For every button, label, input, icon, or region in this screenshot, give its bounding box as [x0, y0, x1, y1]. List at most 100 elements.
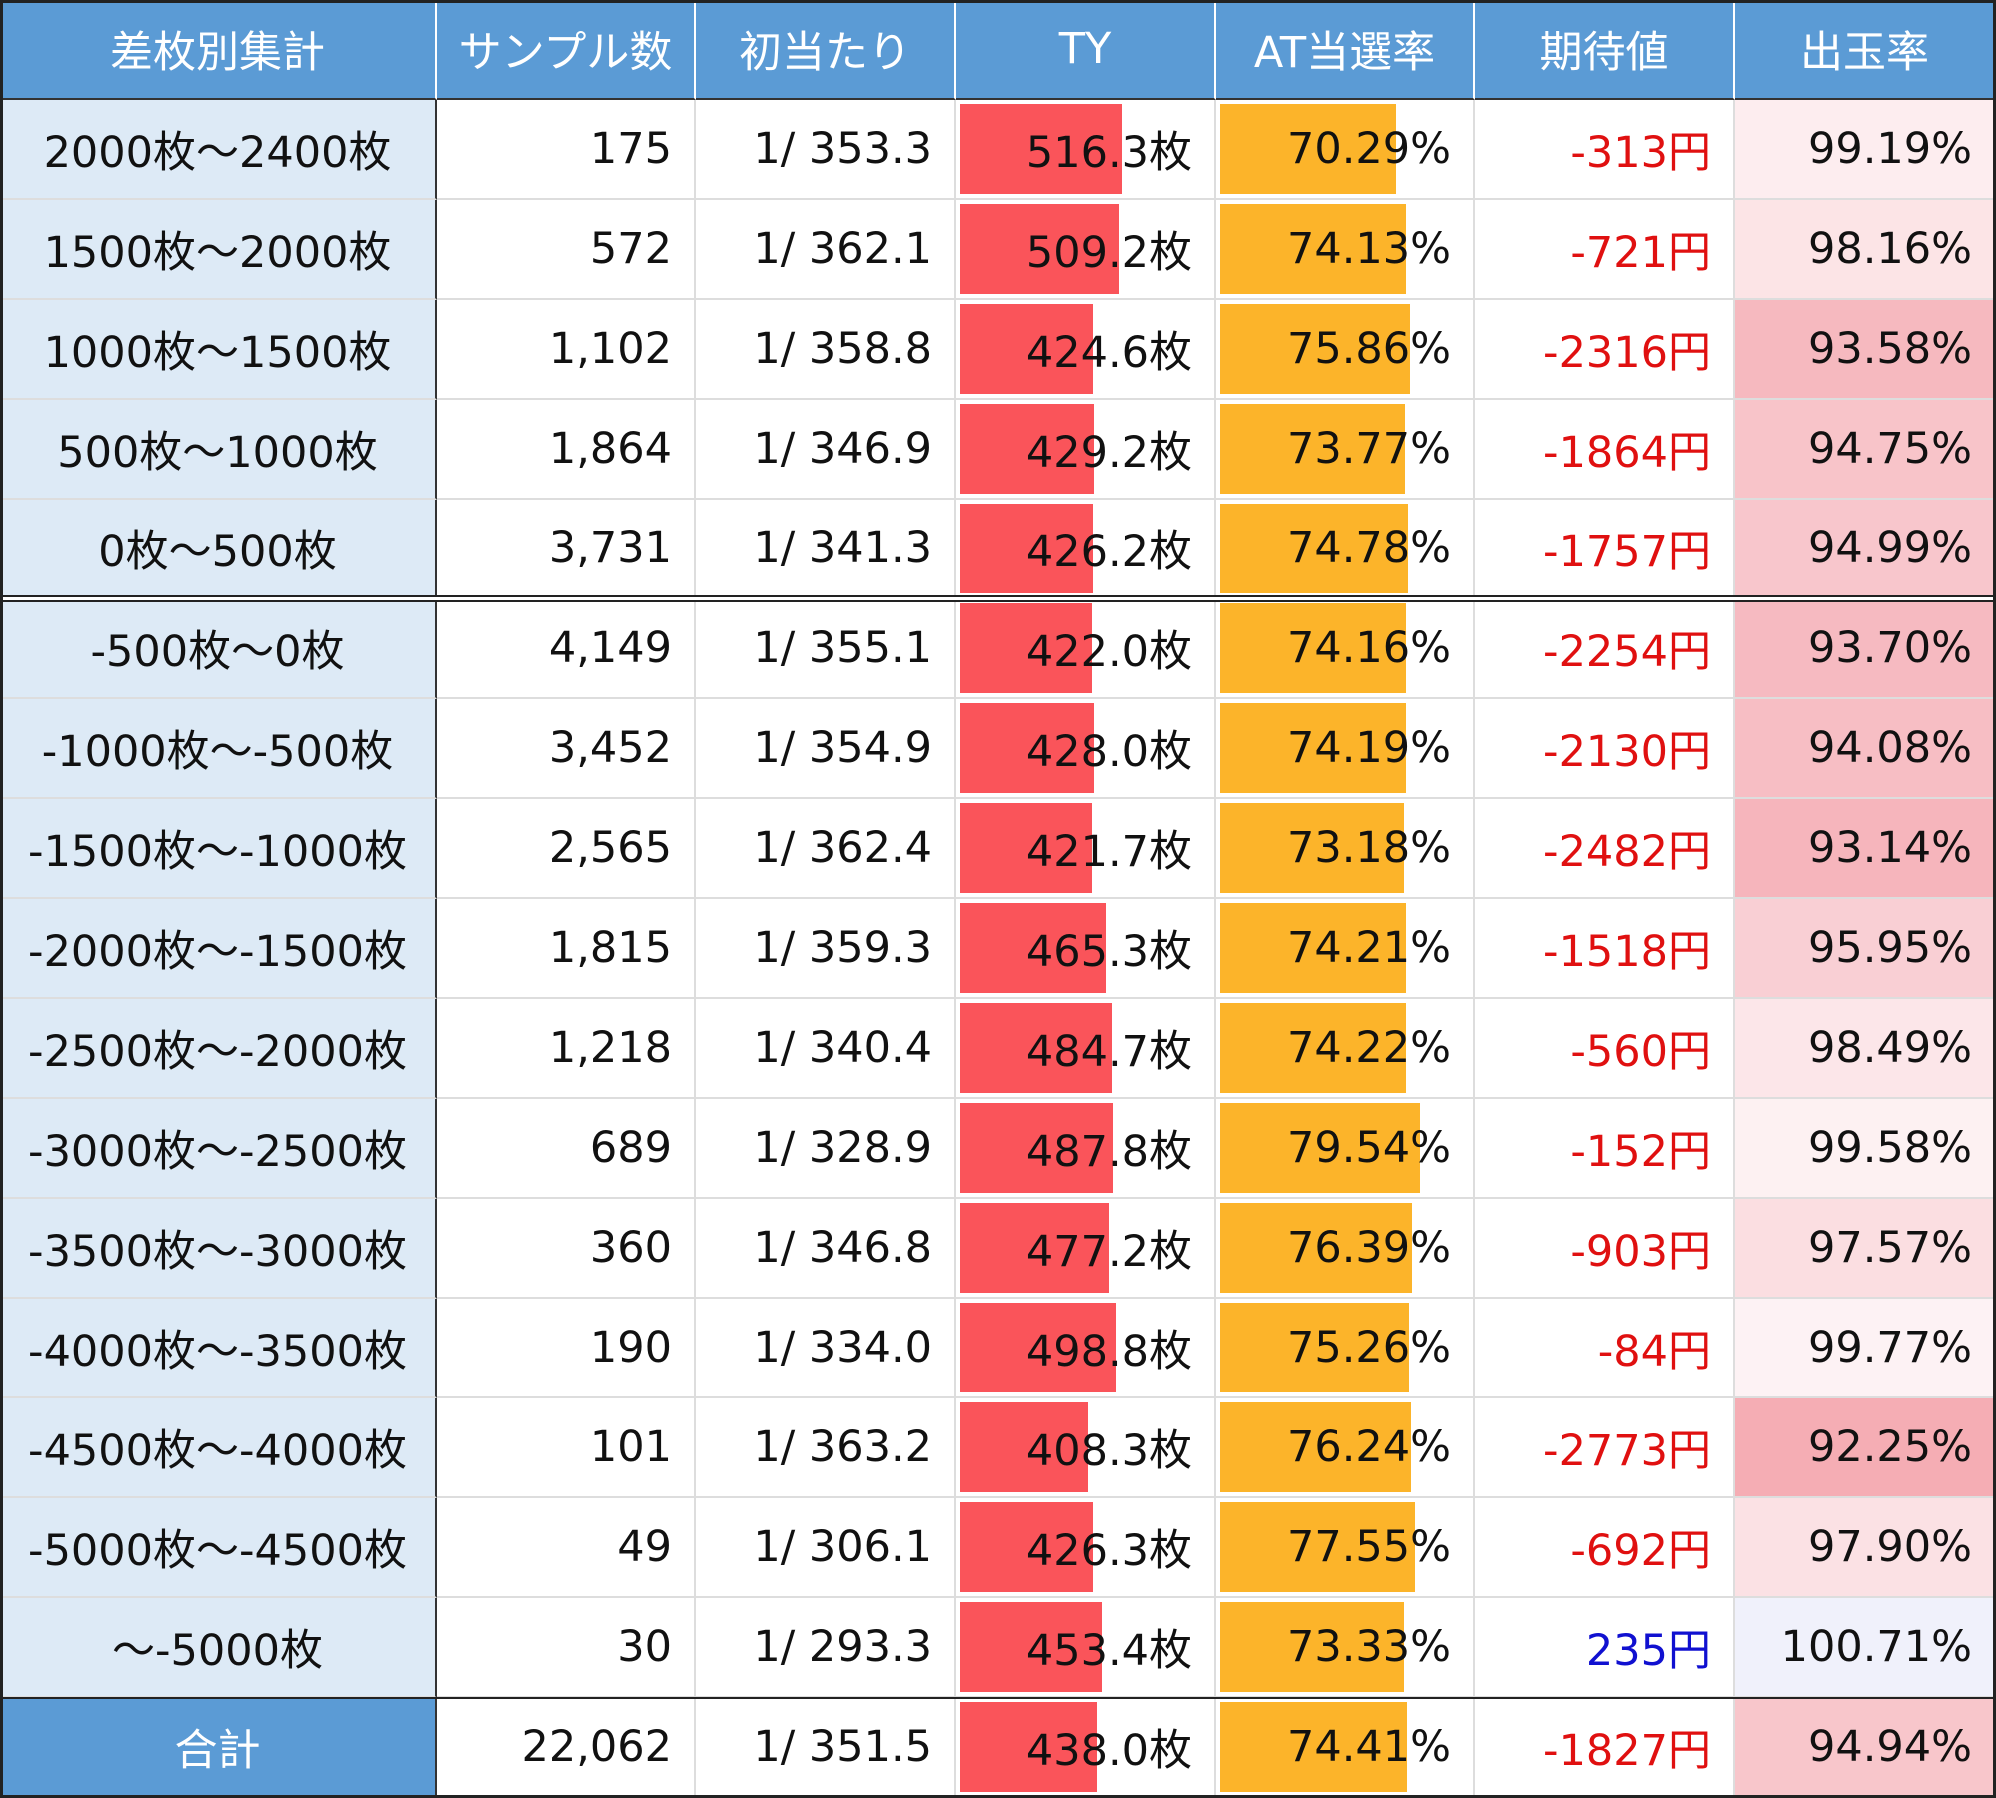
first-hit-cell: 1/ 353.3: [696, 100, 956, 200]
payout-cell: 94.08%: [1735, 699, 1996, 800]
cell-text: 438.0枚: [1025, 1726, 1192, 1777]
cell-text: 426.3枚: [1025, 1526, 1192, 1577]
bar: [960, 703, 1094, 794]
cell-text: 1/ 358.8: [753, 323, 932, 374]
cell-text: 2,565: [548, 823, 672, 874]
cell-text: 360: [589, 1222, 672, 1273]
first-hit-cell: 1/ 359.3: [696, 899, 956, 999]
cell-text: AT当選率: [1253, 28, 1436, 78]
at-cell: 74.41%: [1216, 1698, 1475, 1798]
cell-text: 500枚～1000枚: [57, 427, 378, 478]
cell-text: 74.19%: [1287, 723, 1451, 774]
at-cell: 75.86%: [1216, 299, 1475, 400]
cell-text: 75.86%: [1287, 323, 1451, 374]
expected-cell: -2773円: [1475, 1398, 1735, 1499]
bar: [1220, 1202, 1412, 1293]
total-border: [0, 1697, 1996, 1700]
bar: [1220, 1002, 1407, 1093]
cell-text: 1/ 353.3: [753, 123, 932, 174]
cell-text: 74.22%: [1287, 1022, 1451, 1073]
cell-text: -1864円: [1543, 427, 1711, 478]
bar: [1220, 1702, 1407, 1792]
cell-text: TY: [1058, 24, 1112, 74]
cell-text: ～-5000枚: [112, 1626, 323, 1677]
cell-text: -1757円: [1543, 527, 1711, 578]
cell-text: -5000枚～-4500枚: [28, 1526, 407, 1577]
cell-text: 428.0枚: [1025, 727, 1192, 778]
samples-cell: 572: [437, 199, 696, 300]
cell-text: 1/ 359.3: [753, 922, 932, 973]
cell-text: 73.77%: [1287, 423, 1451, 474]
cell-text: 516.3枚: [1025, 127, 1192, 178]
cell-text: -721円: [1570, 227, 1711, 278]
cell-text: 期待値: [1539, 28, 1669, 78]
cell-text: -3500枚～-3000枚: [28, 1226, 407, 1277]
at-cell: 74.22%: [1216, 998, 1475, 1099]
cell-text: -3000枚～-2500枚: [28, 1126, 407, 1177]
cell-text: 出玉率: [1800, 28, 1929, 78]
cell-text: 99.77%: [1808, 1322, 1972, 1373]
bar: [960, 1202, 1110, 1293]
cell-text: 99.58%: [1808, 1122, 1972, 1173]
cell-text: 426.2枚: [1025, 527, 1192, 578]
ty-cell: 408.3枚: [956, 1398, 1216, 1499]
cell-text: 509.2枚: [1025, 227, 1192, 278]
cell-text: 74.78%: [1287, 523, 1451, 574]
cell-text: 95.95%: [1808, 922, 1972, 973]
bar: [960, 1502, 1094, 1593]
cell-text: 98.49%: [1808, 1022, 1972, 1073]
samples-cell: 4,149: [437, 599, 696, 700]
cell-text: 100.71%: [1780, 1622, 1972, 1673]
header-cell: 期待値: [1475, 0, 1735, 100]
cell-text: 1500枚～2000枚: [43, 227, 392, 278]
cell-text: -84円: [1597, 1326, 1711, 1377]
samples-cell: 689: [437, 1098, 696, 1199]
at-cell: 74.13%: [1216, 199, 1475, 300]
range-cell: 500枚～1000枚: [0, 399, 437, 500]
cell-text: 92.25%: [1808, 1422, 1972, 1473]
payout-cell: 93.14%: [1735, 799, 1996, 900]
range-cell: -4500枚～-4000枚: [0, 1398, 437, 1499]
payout-cell: 93.70%: [1735, 599, 1996, 700]
samples-cell: 3,452: [437, 699, 696, 800]
first-hit-cell: 1/ 306.1: [696, 1498, 956, 1599]
cell-text: -903円: [1570, 1226, 1711, 1277]
cell-text: 422.0枚: [1025, 627, 1192, 678]
ty-cell: 498.8枚: [956, 1298, 1216, 1399]
cell-text: 1/ 340.4: [753, 1022, 932, 1073]
cell-text: 75.26%: [1287, 1322, 1451, 1373]
cell-text: 70.29%: [1287, 123, 1451, 174]
bar: [960, 503, 1094, 594]
at-cell: 73.33%: [1216, 1598, 1475, 1699]
cell-text: 49: [617, 1522, 672, 1573]
header-cell: 出玉率: [1735, 0, 1996, 100]
cell-text: 76.39%: [1287, 1222, 1451, 1273]
bar: [1220, 1602, 1405, 1693]
expected-cell: -903円: [1475, 1198, 1735, 1299]
expected-cell: -152円: [1475, 1098, 1735, 1199]
bar: [960, 1102, 1113, 1193]
cell-text: -152円: [1570, 1126, 1711, 1177]
at-cell: 73.18%: [1216, 799, 1475, 900]
bar: [960, 104, 1122, 194]
cell-text: 合計: [174, 1726, 261, 1777]
at-cell: 70.29%: [1216, 100, 1475, 200]
cell-text: 93.14%: [1808, 823, 1972, 874]
first-hit-cell: 1/ 334.0: [696, 1298, 956, 1399]
ty-cell: 465.3枚: [956, 899, 1216, 999]
bar: [1220, 903, 1407, 993]
expected-cell: -692円: [1475, 1498, 1735, 1599]
cell-text: 1/ 362.4: [753, 823, 932, 874]
cell-text: 94.99%: [1808, 523, 1972, 574]
cell-text: -4500枚～-4000枚: [28, 1426, 407, 1477]
cell-text: -1500枚～-1000枚: [28, 827, 407, 878]
cell-text: 3,452: [548, 723, 672, 774]
at-cell: 74.19%: [1216, 699, 1475, 800]
bar: [960, 1602, 1102, 1693]
cell-text: 98.16%: [1808, 223, 1972, 274]
cell-text: 30: [617, 1622, 672, 1673]
first-hit-cell: 1/ 358.8: [696, 299, 956, 400]
ty-cell: 426.3枚: [956, 1498, 1216, 1599]
first-hit-cell: 1/ 328.9: [696, 1098, 956, 1199]
